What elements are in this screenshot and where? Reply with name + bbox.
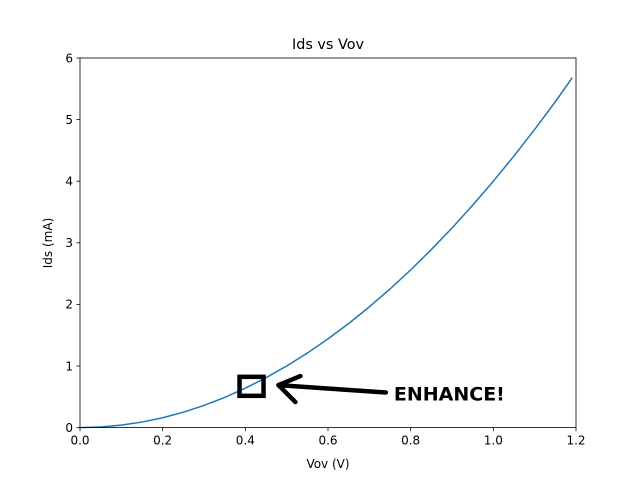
x-tick-label: 0.6 [318,434,337,448]
y-tick-label: 3 [65,236,73,250]
x-tick-label: 1.0 [484,434,503,448]
y-tick-label: 6 [65,51,73,65]
annotation-label: ENHANCE! [394,383,505,405]
plot-area [79,77,573,429]
x-tick-label: 0.4 [236,434,255,448]
y-axis-label: Ids (mA) [41,218,55,268]
x-tick-label: 1.2 [566,434,585,448]
x-tick-label: 0.0 [70,434,89,448]
x-tick-label: 0.2 [153,434,172,448]
y-axis: 0 1 2 3 4 5 6 [65,51,80,435]
y-tick-label: 2 [65,298,73,312]
y-tick-label: 0 [65,421,73,435]
annotation: ENHANCE! [237,373,505,405]
x-axis: 0.0 0.2 0.4 0.6 0.8 1.0 1.2 [70,427,586,448]
series-line-0 [79,77,573,429]
y-tick-label: 1 [65,359,73,373]
y-tick-label: 4 [65,175,73,189]
x-axis-label: Vov (V) [306,457,349,471]
annotation-arrow [276,373,389,405]
highlight-box [237,374,266,399]
y-tick-label: 5 [65,113,73,127]
chart-title: Ids vs Vov [292,37,365,53]
x-tick-label: 0.8 [401,434,420,448]
